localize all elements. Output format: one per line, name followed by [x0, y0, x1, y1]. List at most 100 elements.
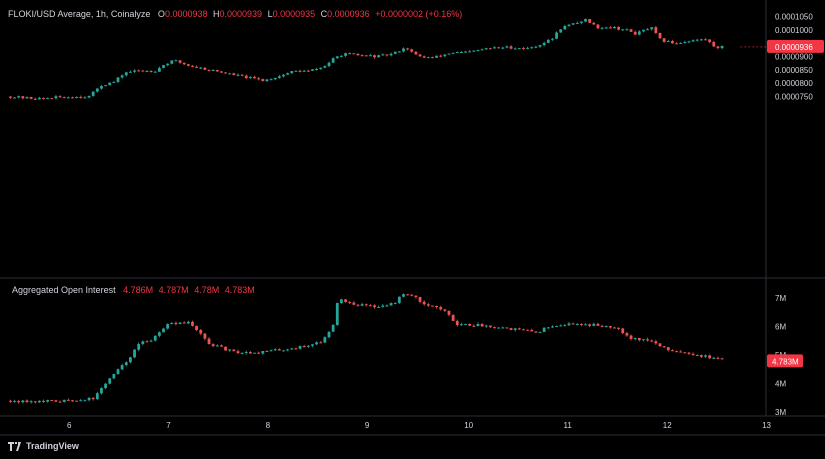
oi-candle [484, 325, 488, 327]
price-candle [381, 54, 385, 56]
oi-candle [567, 323, 571, 326]
oi-candle [133, 349, 136, 358]
oi-candle [439, 307, 443, 310]
price-candle [509, 46, 513, 49]
price-candle [447, 53, 451, 55]
price-candle [253, 76, 256, 79]
oi-candle [100, 388, 103, 394]
price-candle [327, 62, 331, 67]
oi-candle [178, 322, 182, 325]
oi-candle [311, 344, 314, 346]
price-candle [625, 29, 629, 31]
brand-name: TradingView [26, 441, 79, 451]
price-candle [480, 49, 484, 51]
oi-candle [373, 305, 376, 308]
price-candle [402, 48, 405, 52]
oi-candle [592, 323, 596, 326]
price-candle [455, 52, 459, 54]
price-candle [451, 52, 455, 54]
low-value: 0.0000935 [272, 9, 316, 19]
oi-value-1: 4.786M [123, 285, 154, 295]
price-candle [232, 73, 236, 76]
oi-candle [162, 328, 165, 333]
price-candle [621, 29, 625, 31]
oi-candle [534, 331, 538, 333]
close-label: C [320, 9, 328, 19]
oi-candle [29, 401, 33, 403]
oi-candle [472, 325, 476, 327]
price-candle [344, 53, 347, 56]
oi-candle [137, 344, 141, 350]
oi-candle [91, 397, 95, 400]
oi-candle [451, 314, 455, 321]
time-axis-tick-label: 10 [464, 421, 473, 430]
price-candle [538, 45, 542, 47]
time-axis-tick-label: 8 [266, 421, 271, 430]
price-candle [186, 64, 190, 66]
price-candle [141, 70, 145, 72]
price-candle [54, 96, 58, 99]
price-candle [315, 68, 318, 70]
oi-candle [579, 323, 583, 325]
oi-candle [637, 338, 641, 341]
oi-candle [426, 304, 430, 306]
price-candle [579, 21, 583, 23]
price-candle [33, 98, 37, 100]
oi-candle [675, 351, 678, 353]
oi-candle [170, 322, 174, 325]
oi-candle [571, 323, 575, 325]
price-candle [671, 40, 674, 44]
oi-candle [397, 296, 401, 303]
oi-candle [257, 352, 261, 354]
oi-candle [708, 355, 712, 359]
price-candle [534, 46, 538, 48]
time-axis-tick-label: 7 [166, 421, 171, 430]
oi-candle [493, 327, 496, 329]
price-candle [62, 97, 66, 99]
price-candle [294, 70, 298, 72]
price-candle [104, 85, 107, 87]
price-candle [596, 24, 600, 29]
oi-candle [522, 329, 525, 331]
price-candle [203, 67, 207, 70]
oi-candle [526, 329, 530, 331]
high-value: 0.0000939 [219, 9, 263, 19]
oi-candle [294, 348, 298, 350]
price-candle [335, 56, 339, 59]
price-candle [71, 97, 74, 99]
oi-axis-tick-label: 6M [775, 323, 786, 332]
price-candle [675, 43, 678, 45]
price-candle [215, 70, 219, 72]
footer-brand[interactable]: TradingView [8, 441, 79, 451]
last-oi-badge [767, 354, 803, 368]
last-price-badge [767, 39, 824, 53]
oi-candle [71, 400, 74, 402]
price-candle [431, 57, 434, 59]
price-candle [555, 32, 558, 39]
oi-candle [695, 355, 699, 357]
price-candle [385, 54, 389, 56]
oi-candle [625, 333, 629, 336]
price-candle [248, 76, 252, 78]
price-candle [257, 78, 261, 80]
price-candle [497, 47, 501, 49]
price-candle [29, 97, 33, 99]
price-candle [244, 75, 248, 78]
price-candle [261, 79, 265, 82]
oi-candle [422, 301, 426, 305]
price-candle [542, 42, 546, 46]
oi-candle [443, 309, 447, 311]
price-candle [145, 70, 149, 72]
oi-candle [17, 401, 21, 403]
oi-candle [621, 328, 625, 334]
price-candle [691, 40, 695, 42]
oi-candle [604, 326, 608, 328]
price-candle [472, 50, 476, 52]
price-candle [551, 38, 554, 40]
price-candle [460, 52, 463, 54]
price-candle [282, 74, 285, 77]
oi-candle [46, 400, 50, 402]
price-candle [712, 42, 716, 47]
oi-candle [385, 305, 389, 307]
